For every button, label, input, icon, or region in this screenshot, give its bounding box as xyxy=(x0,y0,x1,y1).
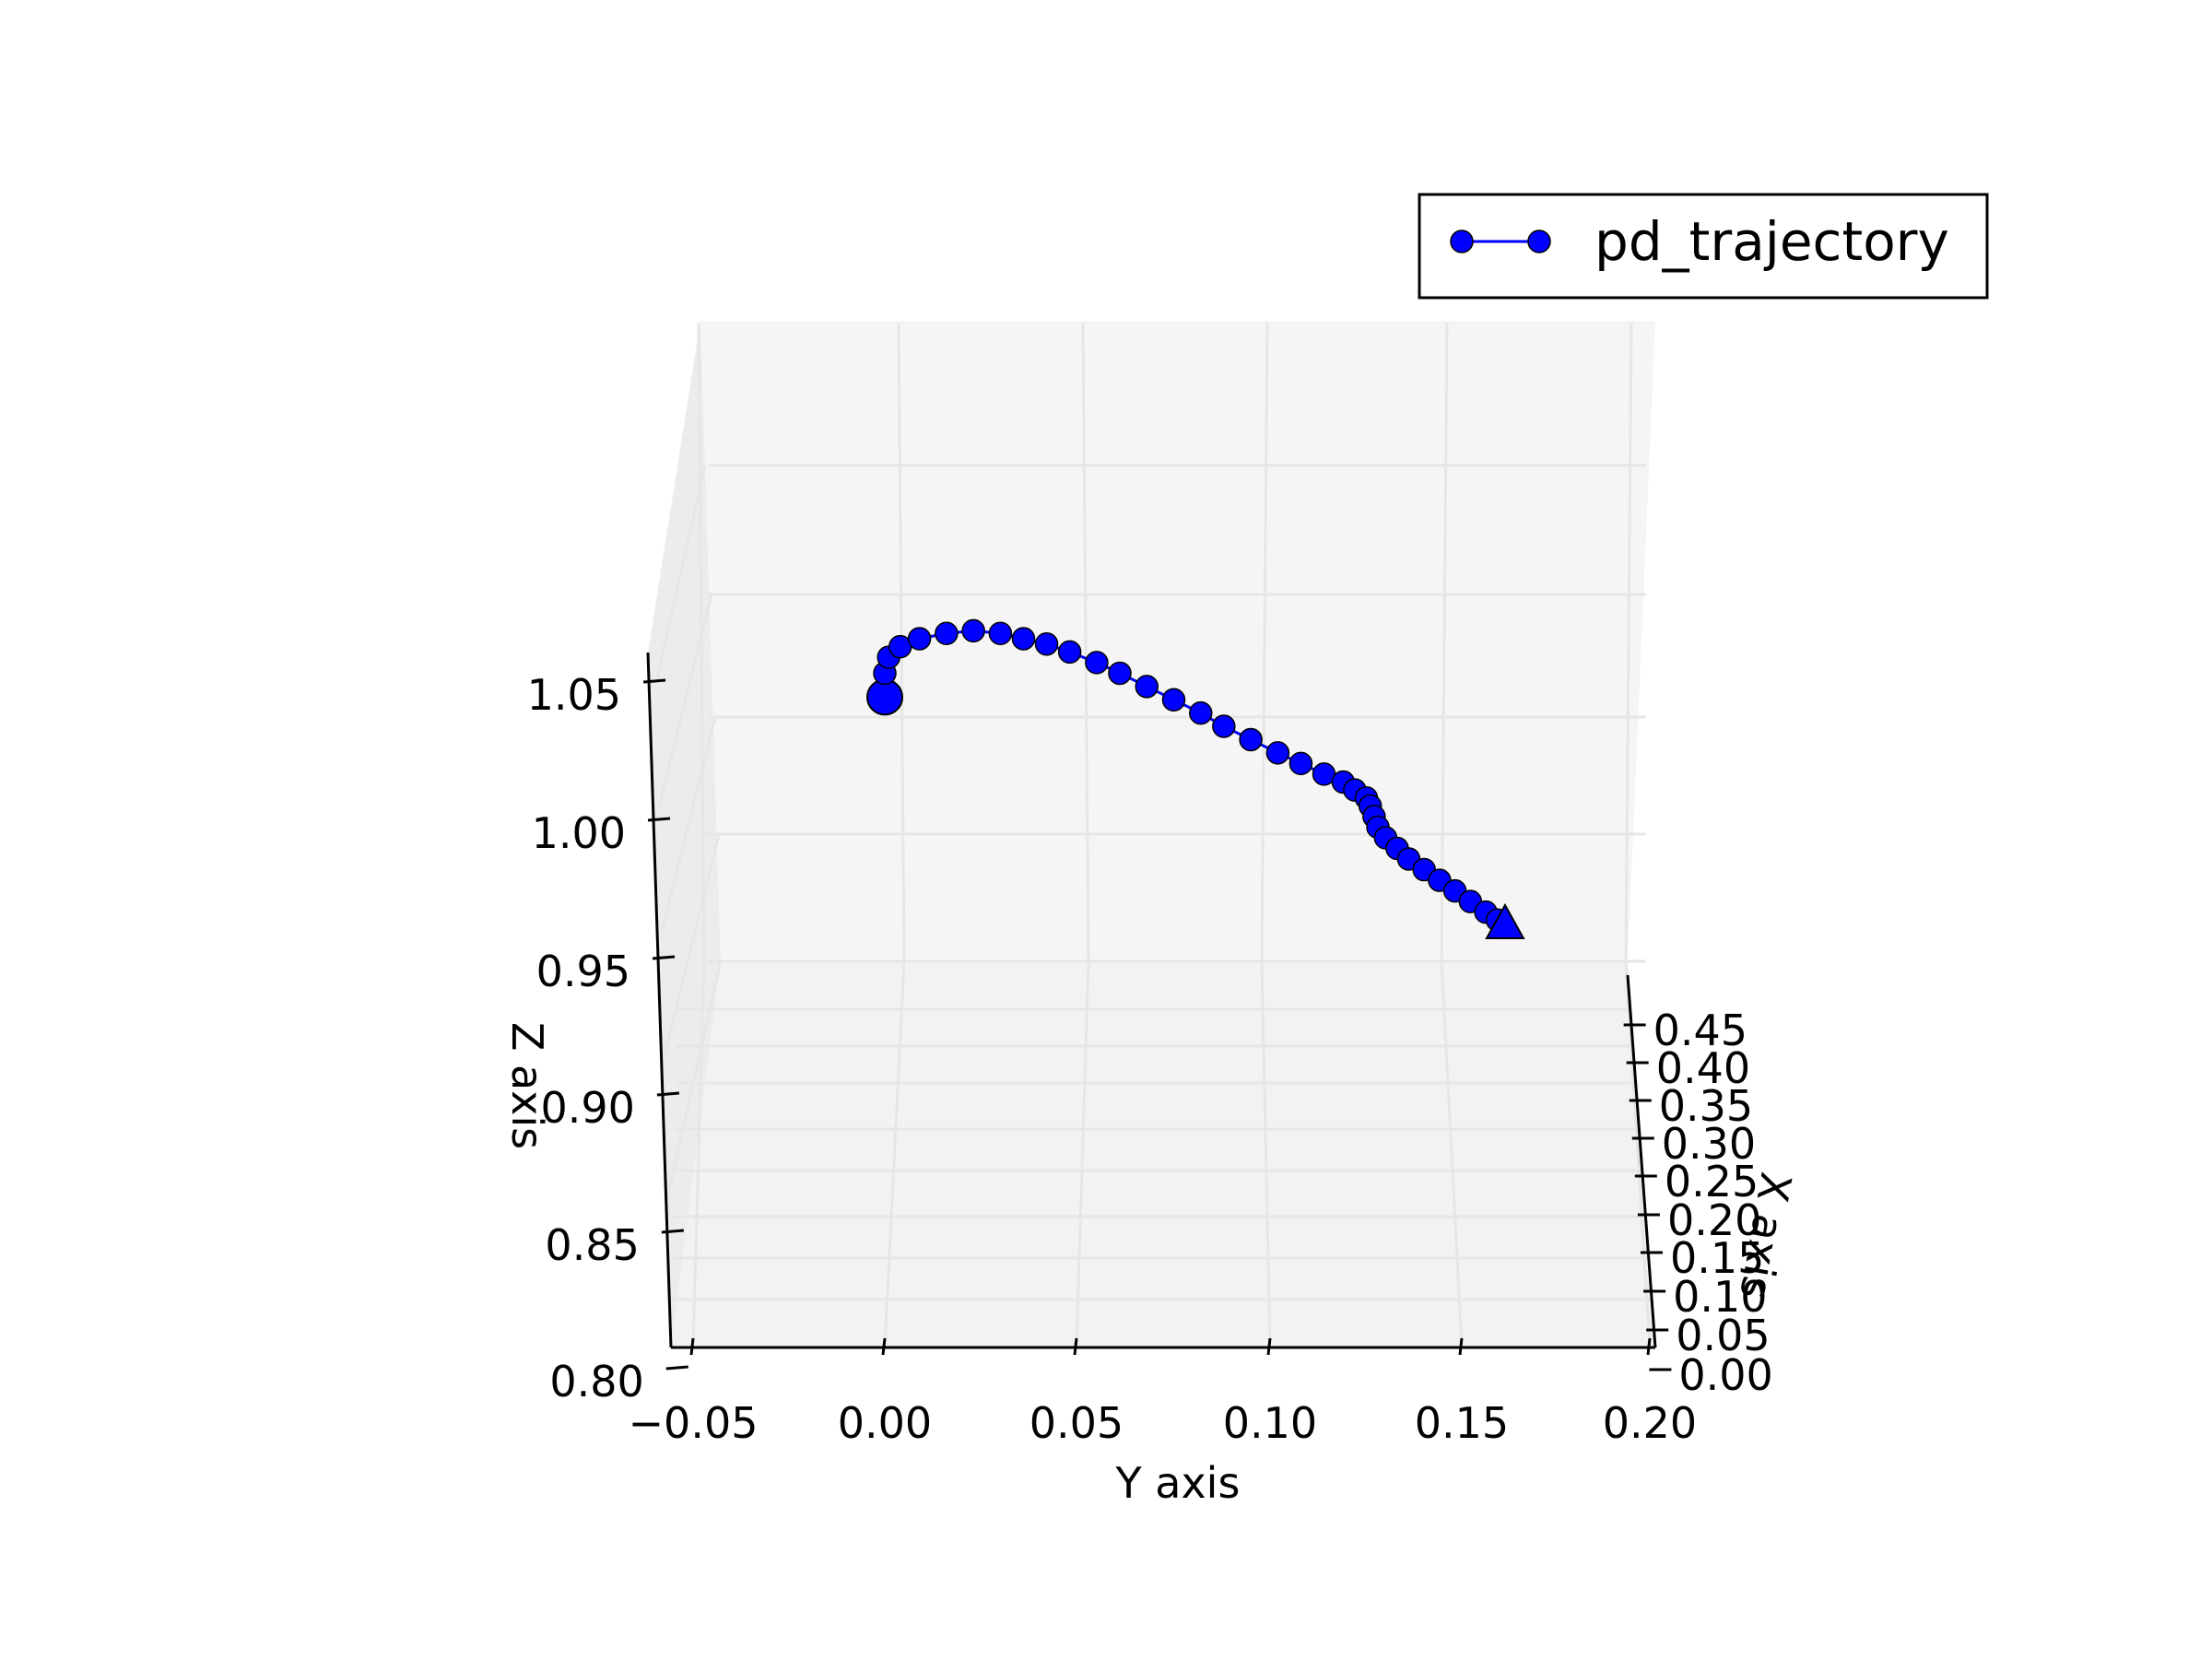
x-tick-label: 0.00 xyxy=(1678,1350,1772,1400)
legend-marker-swatch xyxy=(1527,229,1551,253)
z-tick-mark xyxy=(665,1365,688,1371)
grid-line-vertical xyxy=(697,322,706,962)
x-axis-line xyxy=(1626,974,1657,1348)
legend-box xyxy=(1418,193,1989,300)
z-tick-label: 1.00 xyxy=(532,808,626,858)
x-tick-label: 0.35 xyxy=(1659,1081,1753,1131)
floor-pane xyxy=(671,961,1655,1347)
y-tick-label: 0.10 xyxy=(1223,1398,1317,1448)
axes-panes xyxy=(648,321,1655,1347)
grid-line-vertical xyxy=(1624,322,1633,962)
y-tick-label: 0.20 xyxy=(1603,1398,1697,1448)
x-tick-label: 0.20 xyxy=(1667,1195,1761,1245)
z-tick-mark xyxy=(652,955,676,960)
legend: pd_trajectory xyxy=(1418,193,1989,300)
trajectory-point xyxy=(1288,751,1313,776)
z-tick-mark xyxy=(647,817,671,822)
grid-line-vertical xyxy=(1440,322,1449,962)
grid-line-floor xyxy=(883,960,906,1347)
trajectory-point xyxy=(1057,640,1082,665)
trajectory-point xyxy=(1135,675,1159,699)
trajectory-point xyxy=(1011,627,1036,651)
y-tick-mark xyxy=(1646,1337,1652,1356)
y-tick-mark xyxy=(1458,1337,1464,1356)
trajectory-point xyxy=(1108,661,1132,686)
grid-line-floor xyxy=(1075,960,1090,1347)
trajectory-point xyxy=(1085,651,1109,675)
x-tick-label: 0.05 xyxy=(1676,1311,1770,1360)
trajectory-point xyxy=(1034,632,1059,656)
z-tick-label: 0.90 xyxy=(540,1083,634,1133)
z-axis-label: Z axis xyxy=(502,1022,552,1149)
z-tick-label: 1.05 xyxy=(527,670,621,720)
grid-line-floor xyxy=(1260,960,1272,1347)
legend-label: pd_trajectory xyxy=(1594,210,1949,273)
trajectory-point xyxy=(961,618,985,643)
grid-lines xyxy=(654,322,1653,1347)
axis-ticks: −0.05 0.00 0.05 0.10 0.15 0.200.800.850.900.9… xyxy=(527,670,1773,1448)
trajectory-point xyxy=(1239,727,1263,752)
trajectory-point xyxy=(907,627,932,651)
x-tick-label: 0.30 xyxy=(1662,1119,1756,1169)
x-tick-label: 0.15 xyxy=(1670,1233,1764,1283)
y-tick-mark xyxy=(1073,1337,1078,1356)
grid-line-left-pane xyxy=(663,833,721,1056)
grid-line-left-pane xyxy=(665,960,723,1199)
legend-marker-swatch xyxy=(1450,229,1474,253)
left-pane xyxy=(648,321,721,1347)
grid-line-left-pane xyxy=(657,594,713,807)
z-tick-label: 0.95 xyxy=(536,947,630,996)
z-tick-mark xyxy=(661,1229,684,1234)
trajectory-point xyxy=(988,621,1013,645)
trajectory-point xyxy=(1265,741,1290,765)
y-tick-mark xyxy=(1266,1337,1272,1356)
trajectory-series xyxy=(866,618,1525,940)
y-tick-label: 0.00 xyxy=(838,1398,932,1448)
grid-line-vertical xyxy=(1260,322,1269,962)
x-tick-label: 0.25 xyxy=(1665,1157,1759,1206)
z-tick-label: 0.80 xyxy=(549,1357,643,1406)
grid-line-floor xyxy=(1440,960,1464,1347)
end-point-marker xyxy=(1485,902,1525,940)
y-axis-label: Y axis xyxy=(1115,1458,1241,1508)
grid-line-left-pane xyxy=(660,716,717,932)
y-tick-label: 0.05 xyxy=(1030,1398,1124,1448)
y-tick-mark xyxy=(689,1337,695,1356)
back-pane xyxy=(700,321,1655,961)
grid-line-vertical xyxy=(1081,322,1090,962)
x-tick-label: 0.45 xyxy=(1653,1006,1747,1055)
z-tick-mark xyxy=(656,1091,680,1097)
trajectory-point xyxy=(1189,700,1213,725)
y-tick-label: 0.15 xyxy=(1415,1398,1509,1448)
x-tick-label: 0.10 xyxy=(1673,1272,1767,1322)
z-tick-mark xyxy=(642,678,666,684)
trajectory-point xyxy=(935,621,959,645)
trajectory-point xyxy=(1212,714,1236,738)
y-tick-mark xyxy=(881,1337,887,1356)
grid-line-left-pane xyxy=(654,465,707,683)
trajectory-point xyxy=(1161,688,1186,712)
z-tick-label: 0.85 xyxy=(545,1220,639,1270)
grid-line-floor xyxy=(691,960,706,1347)
x-tick-label: 0.40 xyxy=(1656,1043,1750,1093)
y-tick-label: −0.05 xyxy=(629,1398,759,1448)
